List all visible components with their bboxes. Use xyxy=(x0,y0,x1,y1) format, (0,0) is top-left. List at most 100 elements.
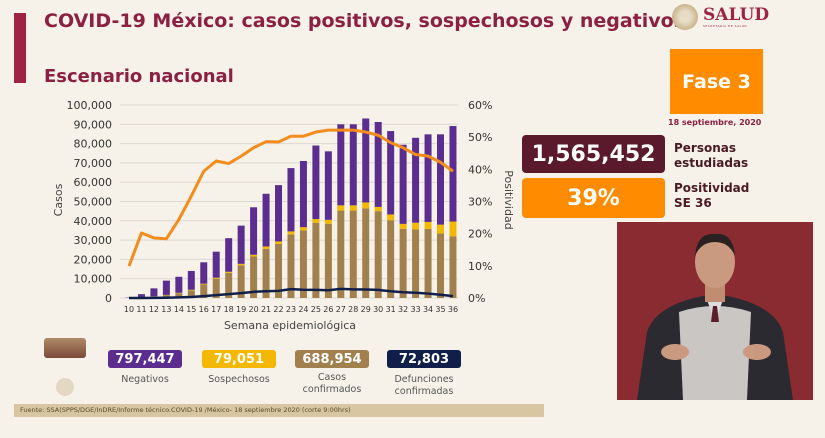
bar-negativos xyxy=(200,262,208,284)
y-tick-label: 30,000 xyxy=(74,234,113,247)
bar-confirmados xyxy=(175,293,183,298)
y-axis-label: Casos xyxy=(52,183,65,216)
bar-confirmados xyxy=(337,210,345,298)
report-date: 18 septiembre, 2020 xyxy=(668,118,762,127)
bar-sospechosos xyxy=(299,227,307,231)
bar-sospechosos xyxy=(424,221,432,229)
bar-sospechosos xyxy=(324,219,332,224)
y-tick-label: 70,000 xyxy=(74,157,113,170)
x-tick-label: 12 xyxy=(149,305,159,314)
bar-negativos xyxy=(337,124,345,206)
y-tick-label: 80,000 xyxy=(74,138,113,151)
bar-sospechosos xyxy=(200,283,208,285)
y2-tick-label: 10% xyxy=(468,260,492,273)
bar-negativos xyxy=(387,131,395,215)
label-line: Positividad xyxy=(674,181,750,195)
salud-logo: SALUD SECRETARÍA DE SALUD xyxy=(672,4,769,30)
bar-confirmados xyxy=(449,236,457,298)
x-tick-label: 16 xyxy=(199,305,209,314)
x-tick-label: 13 xyxy=(161,305,171,314)
bar-sospechosos xyxy=(187,289,195,291)
x-tick-label: 22 xyxy=(273,305,283,314)
people-studied-label: Personas estudiadas xyxy=(674,141,748,171)
x-tick-label: 36 xyxy=(448,305,458,314)
y2-tick-label: 0% xyxy=(468,292,485,305)
x-tick-label: 30 xyxy=(373,305,383,314)
logo-text: SALUD xyxy=(703,4,770,25)
y2-tick-label: 20% xyxy=(468,228,492,241)
confirmados-label: Casos confirmados xyxy=(282,372,382,396)
bar-confirmados xyxy=(349,210,357,298)
bar-confirmados xyxy=(312,222,320,298)
bar-negativos xyxy=(137,294,145,298)
bar-negativos xyxy=(324,151,332,220)
y-tick-label: 50,000 xyxy=(74,196,113,209)
negativos-value: 797,447 xyxy=(108,350,182,368)
bar-negativos xyxy=(262,193,270,247)
defunciones-value: 72,803 xyxy=(387,350,461,368)
label-line: confirmados xyxy=(302,384,362,395)
bar-negativos xyxy=(362,118,370,203)
bar-negativos xyxy=(299,160,307,228)
positivity-value: 39% xyxy=(522,178,665,218)
x-tick-label: 28 xyxy=(348,305,358,314)
bar-negativos xyxy=(250,207,258,255)
bar-negativos xyxy=(424,134,432,222)
label-line: Casos xyxy=(317,372,347,383)
label-line: confirmadas xyxy=(394,386,454,397)
label-line: Personas xyxy=(674,141,737,155)
y2-tick-label: 50% xyxy=(468,131,492,144)
bar-sospechosos xyxy=(349,205,357,211)
bar-sospechosos xyxy=(312,219,320,223)
bar-confirmados xyxy=(287,234,295,298)
x-tick-label: 35 xyxy=(435,305,445,314)
label-line: Defunciones xyxy=(394,374,454,385)
bar-sospechosos xyxy=(387,214,395,221)
bar-sospechosos xyxy=(287,231,295,235)
bar-sospechosos xyxy=(362,202,370,209)
bar-sospechosos xyxy=(437,224,444,234)
x-tick-label: 23 xyxy=(286,305,296,314)
positivity-label: Positividad SE 36 xyxy=(674,181,749,211)
bar-confirmados xyxy=(262,248,270,298)
y-tick-label: 20,000 xyxy=(74,253,113,266)
x-tick-label: 27 xyxy=(336,305,346,314)
bar-sospechosos xyxy=(237,263,245,266)
x-tick-label: 33 xyxy=(410,305,420,314)
x-tick-label: 10 xyxy=(124,305,134,314)
bar-confirmados xyxy=(225,272,233,298)
x-tick-label: 24 xyxy=(298,305,308,314)
y-tick-label: 0 xyxy=(105,292,112,305)
sospechosos-label: Sospechosos xyxy=(208,374,270,385)
bar-negativos xyxy=(275,185,283,242)
bar-sospechosos xyxy=(262,246,270,249)
bar-negativos xyxy=(449,126,457,222)
bar-confirmados xyxy=(324,223,332,298)
bar-negativos xyxy=(412,137,420,223)
page-title: COVID-19 México: casos positivos, sospec… xyxy=(44,10,685,32)
bar-negativos xyxy=(225,238,233,272)
bar-sospechosos xyxy=(412,222,420,230)
y-tick-label: 100,000 xyxy=(67,99,113,112)
x-tick-label: 17 xyxy=(211,305,221,314)
sospechosos-value: 79,051 xyxy=(202,350,276,368)
x-tick-label: 20 xyxy=(249,305,259,314)
bar-confirmados xyxy=(200,284,208,298)
x-tick-label: 34 xyxy=(423,305,433,314)
accent-bar xyxy=(14,13,26,83)
bar-negativos xyxy=(175,276,183,293)
x-tick-label: 26 xyxy=(323,305,333,314)
negativos-label: Negativos xyxy=(121,374,169,385)
phase-badge: Fase 3 xyxy=(670,49,763,114)
defunciones-label: Defunciones confirmadas xyxy=(374,374,474,398)
bar-confirmados xyxy=(437,233,444,298)
x-axis-label: Semana epidemiológica xyxy=(224,319,356,332)
historical-figures-logo xyxy=(44,338,86,358)
bar-negativos xyxy=(237,225,245,264)
seal-icon xyxy=(672,4,698,30)
x-tick-label: 29 xyxy=(361,305,371,314)
confirmados-value: 688,954 xyxy=(295,350,369,368)
label-line: SE 36 xyxy=(674,196,712,210)
y-tick-label: 90,000 xyxy=(74,118,113,131)
